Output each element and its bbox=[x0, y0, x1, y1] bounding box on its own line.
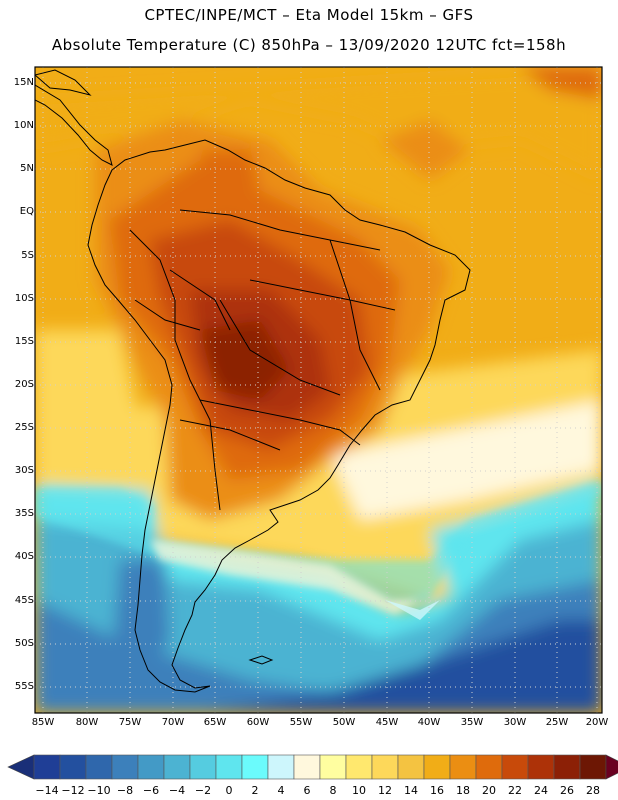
lat-label-30s: 30S bbox=[14, 465, 34, 476]
lon-label-30w: 30W bbox=[503, 717, 527, 728]
colorbar-swatch bbox=[371, 754, 399, 780]
colorbar-label: 14 bbox=[404, 784, 418, 797]
colorbar-label: 8 bbox=[329, 784, 337, 797]
colorbar bbox=[7, 754, 618, 780]
colorbar-label: −2 bbox=[194, 784, 212, 797]
colorbar-swatch bbox=[241, 754, 269, 780]
colorbar-label: 0 bbox=[225, 784, 233, 797]
lat-label-15s: 15S bbox=[14, 336, 34, 347]
map-title: CPTEC/INPE/MCT – Eta Model 15km – GFS bbox=[144, 6, 474, 24]
lat-label-20s: 20S bbox=[14, 379, 34, 390]
colorbar-label: −4 bbox=[168, 784, 186, 797]
colorbar-swatch bbox=[293, 754, 321, 780]
colorbar-swatch bbox=[501, 754, 529, 780]
colorbar-label: 12 bbox=[378, 784, 392, 797]
colorbar-label: −14 bbox=[35, 784, 59, 797]
lon-label-55w: 55W bbox=[289, 717, 313, 728]
lon-label-85w: 85W bbox=[31, 717, 55, 728]
lon-label-70w: 70W bbox=[161, 717, 185, 728]
lon-label-25w: 25W bbox=[545, 717, 569, 728]
lon-label-80w: 80W bbox=[75, 717, 99, 728]
colorbar-swatch bbox=[475, 754, 503, 780]
lon-label-60w: 60W bbox=[246, 717, 270, 728]
colorbar-swatch bbox=[137, 754, 165, 780]
lon-label-35w: 35W bbox=[460, 717, 484, 728]
lon-label-50w: 50W bbox=[332, 717, 356, 728]
colorbar-swatch bbox=[553, 754, 581, 780]
colorbar-label: 26 bbox=[560, 784, 574, 797]
colorbar-label: 18 bbox=[456, 784, 470, 797]
colorbar-label: 22 bbox=[508, 784, 522, 797]
lat-label-50s: 50S bbox=[14, 638, 34, 649]
lat-label-55s: 55S bbox=[14, 681, 34, 692]
lon-label-40w: 40W bbox=[417, 717, 441, 728]
lat-label-5s: 5S bbox=[21, 250, 34, 261]
colorbar-label: 10 bbox=[352, 784, 366, 797]
colorbar-swatch bbox=[189, 754, 217, 780]
colorbar-swatch bbox=[527, 754, 555, 780]
lat-label-35s: 35S bbox=[14, 508, 34, 519]
temperature-field bbox=[35, 67, 602, 713]
lat-label-40s: 40S bbox=[14, 551, 34, 562]
colorbar-label: 20 bbox=[482, 784, 496, 797]
lat-label-10n: 10N bbox=[13, 120, 34, 131]
lat-label-15n: 15N bbox=[13, 77, 34, 88]
colorbar-low-arrow bbox=[7, 754, 35, 780]
falklands bbox=[248, 655, 274, 665]
colorbar-swatch bbox=[163, 754, 191, 780]
colorbar-label: −6 bbox=[142, 784, 160, 797]
colorbar-label: −12 bbox=[61, 784, 85, 797]
colorbar-swatch bbox=[215, 754, 243, 780]
south-america-coastline bbox=[87, 139, 471, 693]
colorbar-swatch bbox=[423, 754, 451, 780]
colorbar-swatch bbox=[111, 754, 139, 780]
lon-label-45w: 45W bbox=[375, 717, 399, 728]
caribbean-coastline bbox=[35, 69, 92, 96]
lon-label-65w: 65W bbox=[203, 717, 227, 728]
colorbar-swatch bbox=[319, 754, 347, 780]
colorbar-swatch bbox=[267, 754, 295, 780]
coastlines bbox=[35, 69, 471, 693]
colorbar-label: 16 bbox=[430, 784, 444, 797]
colorbar-swatch bbox=[449, 754, 477, 780]
colorbar-label: 28 bbox=[586, 784, 600, 797]
lat-label-25s: 25S bbox=[14, 422, 34, 433]
lat-label-eq: EQ bbox=[19, 206, 34, 217]
lat-label-45s: 45S bbox=[14, 595, 34, 606]
colorbar-label: −10 bbox=[87, 784, 111, 797]
colorbar-label: 6 bbox=[303, 784, 311, 797]
colorbar-label: −8 bbox=[116, 784, 134, 797]
colorbar-high-arrow bbox=[605, 754, 618, 780]
central-america-coastline bbox=[35, 84, 113, 166]
colorbar-swatch bbox=[397, 754, 425, 780]
colorbar-swatch bbox=[59, 754, 87, 780]
lat-label-10s: 10S bbox=[14, 293, 34, 304]
brazil-states-border bbox=[169, 209, 396, 446]
colorbar-label: 24 bbox=[534, 784, 548, 797]
map-subtitle: Absolute Temperature (C) 850hPa – 13/09/… bbox=[51, 36, 567, 54]
andes-borders bbox=[129, 229, 281, 511]
lat-label-5n: 5N bbox=[20, 163, 34, 174]
colorbar-swatch bbox=[85, 754, 113, 780]
lon-label-20w: 20W bbox=[585, 717, 609, 728]
map-frame bbox=[34, 66, 603, 714]
colorbar-label: 4 bbox=[277, 784, 285, 797]
colorbar-swatch bbox=[345, 754, 373, 780]
colorbar-swatch bbox=[33, 754, 61, 780]
lon-label-75w: 75W bbox=[118, 717, 142, 728]
colorbar-swatch bbox=[579, 754, 607, 780]
colorbar-label: 2 bbox=[251, 784, 259, 797]
